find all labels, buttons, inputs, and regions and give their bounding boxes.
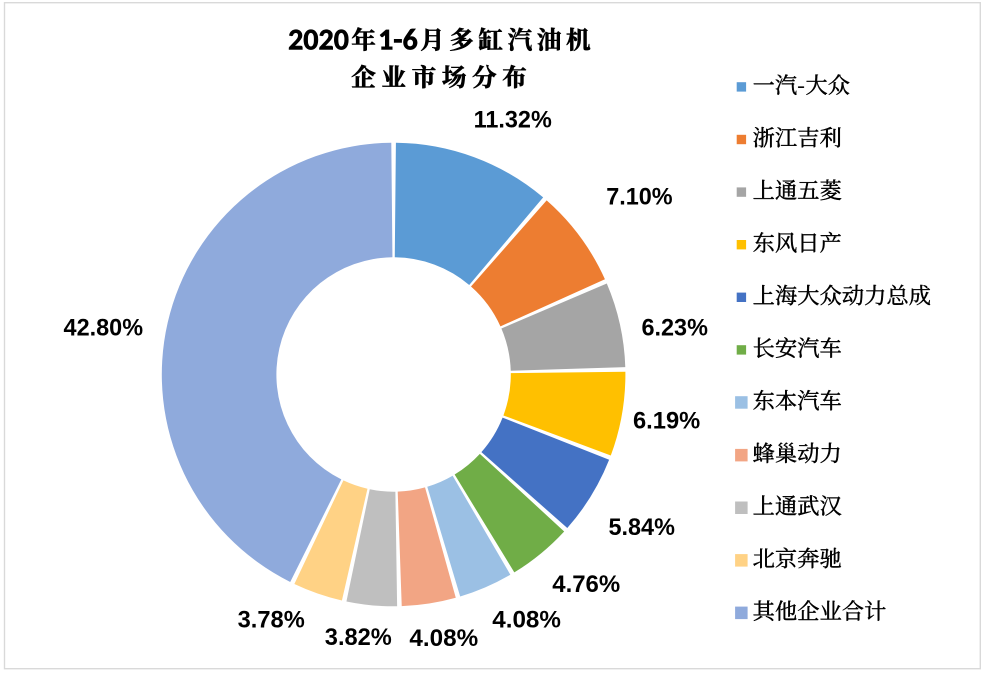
svg-text:4.08%: 4.08% [409,625,478,652]
svg-text:11.32%: 11.32% [474,106,552,133]
svg-text:42.80%: 42.80% [64,315,144,342]
svg-text:3.82%: 3.82% [325,624,392,651]
svg-text:6.23%: 6.23% [641,315,708,342]
svg-text:5.84%: 5.84% [609,514,676,541]
svg-text:7.10%: 7.10% [606,183,673,210]
svg-text:4.76%: 4.76% [552,571,620,598]
svg-text:3.78%: 3.78% [238,607,305,634]
svg-text:6.19%: 6.19% [633,407,700,434]
svg-text:4.08%: 4.08% [492,607,561,634]
